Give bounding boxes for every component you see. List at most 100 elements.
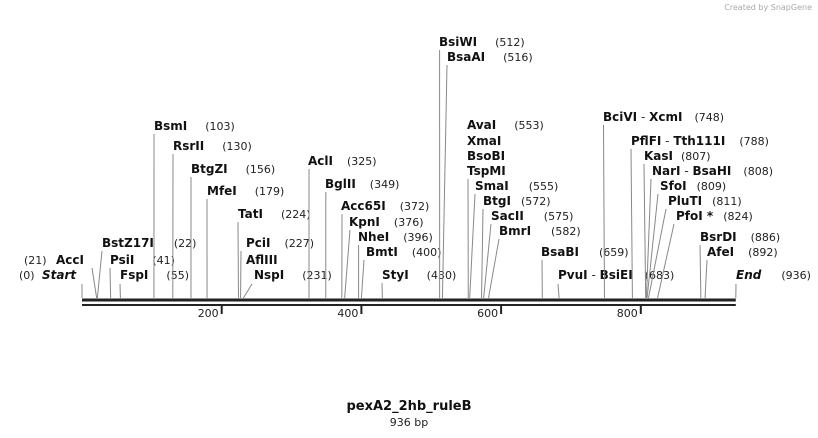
enzyme-name: PciI: [246, 236, 271, 250]
enzyme-label: NspI (231): [254, 268, 332, 282]
cut-site-line: [557, 283, 560, 299]
enzyme-site-bsobi[interactable]: BsoBI: [467, 149, 505, 163]
site-position: (516): [503, 51, 533, 64]
enzyme-label: BsaAI (516): [447, 50, 533, 64]
cut-site-line: [488, 238, 500, 299]
enzyme-site-afliii[interactable]: AflIII: [246, 253, 278, 267]
site-position: (808): [743, 165, 773, 178]
enzyme-site-bsiwi[interactable]: BsiWI (512): [439, 35, 525, 299]
tick-label: 600: [477, 307, 498, 320]
cut-site-line: [699, 244, 702, 299]
enzyme-site-pfoi[interactable]: PfoI * (824): [657, 209, 753, 299]
enzyme-site-nari-bsahi[interactable]: NarI - BsaHI (808): [645, 164, 773, 299]
site-position: (936): [781, 269, 811, 282]
enzyme-site-sfoi[interactable]: SfoI (809): [646, 179, 726, 299]
enzyme-site-kpni[interactable]: KpnI (376): [344, 215, 424, 299]
enzyme-site-bglii[interactable]: BglII (349): [325, 177, 399, 299]
enzyme-site-pcii[interactable]: PciI (227): [240, 236, 315, 299]
site-position: (179): [255, 185, 285, 198]
enzyme-site-tati[interactable]: TatI (224): [237, 207, 311, 299]
site-position: (553): [514, 119, 544, 132]
enzyme-site-bstz17i[interactable]: BstZ17I (22): [96, 236, 196, 299]
enzyme-name: Start: [42, 268, 77, 282]
enzyme-name: RsrII: [173, 139, 204, 153]
cut-site-line: [646, 193, 659, 299]
enzyme-name: PflFI: [631, 134, 661, 148]
enzyme-label: TatI (224): [238, 207, 311, 221]
enzyme-site-avai[interactable]: AvaI (553): [467, 118, 544, 132]
site-position: (572): [521, 195, 551, 208]
enzyme-site-bsabi[interactable]: BsaBI (659): [541, 245, 629, 299]
enzyme-name: TspMI: [467, 164, 506, 178]
site-position: (372): [400, 200, 430, 213]
enzyme-site-smai[interactable]: SmaI (555): [469, 179, 559, 299]
enzyme-site-bsrdi[interactable]: BsrDI (886): [699, 230, 780, 299]
enzyme-site-mfei[interactable]: MfeI (179): [206, 184, 285, 299]
site-position: (103): [205, 120, 235, 133]
enzyme-site-sacii[interactable]: SacII (575): [483, 209, 574, 299]
enzyme-site-nspi[interactable]: NspI (231): [242, 268, 332, 299]
cut-site-line: [657, 223, 675, 299]
site-position: (807): [681, 150, 711, 163]
enzyme-site-fspi[interactable]: FspI (55): [119, 268, 189, 299]
tick-label: 800: [617, 307, 638, 320]
cut-site-line: [481, 208, 484, 299]
enzyme-label: AfeI (892): [707, 245, 778, 259]
enzyme-label: BsiWI (512): [439, 35, 525, 49]
enzyme-label: KpnI (376): [349, 215, 424, 229]
enzyme-label: BsaBI (659): [541, 245, 629, 259]
enzyme-label: RsrII (130): [173, 139, 252, 153]
enzyme-site-xmai[interactable]: XmaI: [467, 134, 501, 148]
enzyme-site-pluti[interactable]: PluTI (811): [647, 194, 742, 299]
site-position: (21): [24, 254, 47, 267]
enzyme-site-kasi[interactable]: KasI (807): [643, 149, 711, 299]
enzyme-site-btgi[interactable]: BtgI (572): [481, 194, 551, 299]
enzyme-label: BmrI (582): [499, 224, 581, 238]
name-separator: -: [661, 134, 673, 148]
enzyme-label: PciI (227): [246, 236, 314, 250]
enzyme-label: PvuI - BsiEI (683): [558, 268, 674, 282]
enzyme-label: BsrDI (886): [700, 230, 780, 244]
enzyme-site-acc65i[interactable]: Acc65I (372): [341, 199, 429, 299]
enzyme-label: End (936): [736, 268, 811, 282]
enzyme-site-styi[interactable]: StyI (430): [381, 268, 457, 299]
enzyme-site-rsrii[interactable]: RsrII (130): [172, 139, 252, 299]
enzyme-site-bcivi-xcmi[interactable]: BciVI - XcmI (748): [603, 110, 724, 299]
site-position: (400): [412, 246, 442, 259]
enzyme-site-psii[interactable]: PsiI (41): [109, 253, 175, 299]
enzyme-site-bsaai[interactable]: BsaAI (516): [441, 50, 533, 299]
enzyme-site-btgzi[interactable]: BtgZI (156): [190, 162, 275, 299]
enzyme-label: Start: [42, 268, 77, 282]
enzyme-name: Acc65I: [341, 199, 386, 213]
site-position: (582): [551, 225, 581, 238]
enzyme-site-acli[interactable]: AclI (325): [308, 154, 377, 299]
enzyme-site-pflfi-tth111i[interactable]: PflFI - Tth111I (788): [630, 134, 769, 299]
enzyme-name: FspI: [120, 268, 148, 282]
enzyme-site-bmri[interactable]: BmrI (582): [488, 224, 581, 299]
enzyme-name: AccI: [56, 253, 84, 267]
enzyme-name: End: [736, 268, 762, 282]
enzyme-name: XmaI: [467, 134, 501, 148]
enzyme-label: AclI (325): [308, 154, 377, 168]
site-position: (430): [427, 269, 457, 282]
enzyme-name: BsaAI: [447, 50, 485, 64]
enzyme-label: SfoI (809): [660, 179, 726, 193]
enzyme-site-end[interactable]: End (936): [735, 268, 811, 299]
enzyme-site-nhei[interactable]: NheI (396): [358, 230, 433, 299]
cut-site-line: [483, 223, 492, 299]
enzyme-site-acci[interactable]: (21) AccI: [24, 253, 98, 299]
enzyme-label: Acc65I (372): [341, 199, 429, 213]
enzyme-label: PluTI (811): [668, 194, 742, 208]
enzyme-label: FspI (55): [120, 268, 189, 282]
enzyme-name: PfoI *: [676, 209, 714, 223]
enzyme-name: AflIII: [246, 253, 278, 267]
enzyme-site-pvui-bsiei[interactable]: PvuI - BsiEI (683): [557, 268, 674, 299]
enzyme-site-bmti[interactable]: BmtI (400): [360, 245, 442, 299]
site-position: (325): [347, 155, 377, 168]
enzyme-site-afei[interactable]: AfeI (892): [704, 245, 778, 299]
enzyme-site-bsmi[interactable]: BsmI (103): [153, 119, 235, 299]
enzyme-site-start[interactable]: (0) Start: [19, 268, 83, 298]
enzyme-name: PluTI: [668, 194, 702, 208]
enzyme-site-tspmi[interactable]: TspMI: [467, 164, 506, 299]
